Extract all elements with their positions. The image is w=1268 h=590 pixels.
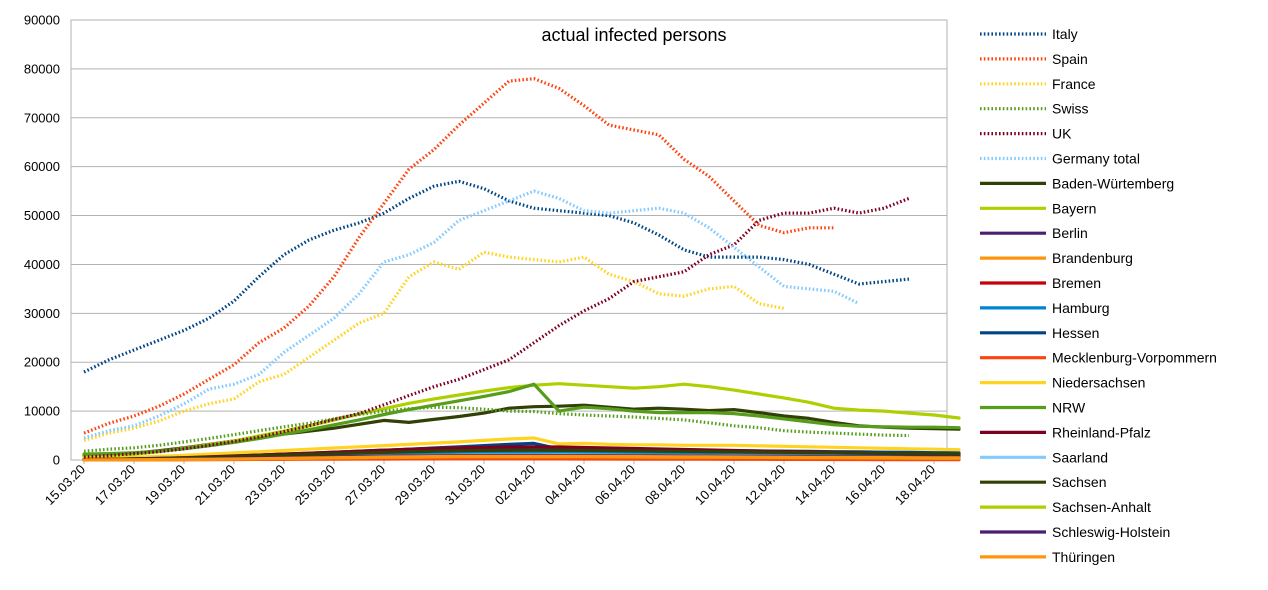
y-tick-label: 50000 [24,208,60,223]
y-tick-label: 40000 [24,257,60,272]
y-tick-label: 20000 [24,355,60,370]
legend-label: Spain [1052,51,1088,67]
y-tick-label: 80000 [24,61,60,76]
x-tick-label: 23.03.20 [242,462,288,508]
series-line-1 [83,77,834,435]
x-tick-label: 14.04.20 [792,462,838,508]
x-tick-label: 29.03.20 [392,462,438,508]
x-tick-label: 18.04.20 [892,462,938,508]
legend-label: Swiss [1052,101,1089,117]
legend-label: UK [1052,126,1072,142]
x-tick-label: 04.04.20 [542,462,588,508]
legend-label: Hamburg [1052,300,1110,316]
series-line-2 [83,250,785,442]
y-tick-label: 30000 [24,306,60,321]
x-tick-label: 25.03.20 [292,462,338,508]
legend-label: Berlin [1052,225,1088,241]
x-tick-label: 08.04.20 [642,462,688,508]
x-axis: 15.03.20 17.03.20 19.03.20 21.03.20 23.03.20… [42,460,938,508]
y-tick-label: 10000 [24,404,60,419]
legend-label: Baden-Würtemberg [1052,175,1174,191]
legend-label: Schleswig-Holstein [1052,524,1170,540]
legend: Italy Spain France Swiss UK Germany total Bade… [980,26,1217,565]
legend-label: Germany total [1052,151,1140,167]
series-line-15 [82,382,961,456]
legend-label: Thüringen [1052,549,1115,565]
legend-label: Italy [1052,26,1078,42]
x-tick-label: 21.03.20 [192,462,238,508]
plot-frame [70,19,948,461]
series-line-4 [83,196,910,459]
series-line-14 [82,436,961,461]
legend-label: Bayern [1052,200,1096,216]
x-tick-label: 17.03.20 [92,462,138,508]
legend-label: Sachsen [1052,474,1106,490]
x-tick-label: 10.04.20 [692,462,738,508]
legend-label: Hessen [1052,325,1099,341]
chart-title: actual infected persons [541,25,726,45]
x-tick-label: 02.04.20 [492,462,538,508]
x-tick-label: 15.03.20 [42,462,88,508]
y-tick-label: 70000 [24,110,60,125]
legend-label: Brandenburg [1052,250,1133,266]
series-line-3 [83,405,910,453]
legend-label: France [1052,76,1096,92]
x-tick-label: 12.04.20 [742,462,788,508]
legend-label: Niedersachsen [1052,375,1145,391]
legend-label: NRW [1052,400,1086,416]
series-line-5 [83,189,860,440]
x-tick-label: 16.04.20 [842,462,888,508]
series-lines [82,77,961,462]
legend-label: Rheinland-Pfalz [1052,424,1151,440]
series-line-18 [82,448,961,462]
series-line-21 [82,454,961,462]
legend-label: Mecklenburg-Vorpommern [1052,350,1217,366]
legend-label: Sachsen-Anhalt [1052,499,1151,515]
legend-label: Saarland [1052,449,1108,465]
y-tick-label: 0 [53,453,60,468]
x-tick-label: 27.03.20 [342,462,388,508]
grid-lines [70,19,948,461]
x-tick-label: 31.03.20 [442,462,488,508]
legend-label: Bremen [1052,275,1101,291]
y-axis: 0 10000 20000 30000 40000 50000 60000 70000 8000… [24,13,60,468]
y-tick-label: 60000 [24,159,60,174]
y-tick-label: 90000 [24,13,60,28]
series-line-0 [83,179,910,374]
x-tick-label: 19.03.20 [142,462,188,508]
x-tick-label: 06.04.20 [592,462,638,508]
